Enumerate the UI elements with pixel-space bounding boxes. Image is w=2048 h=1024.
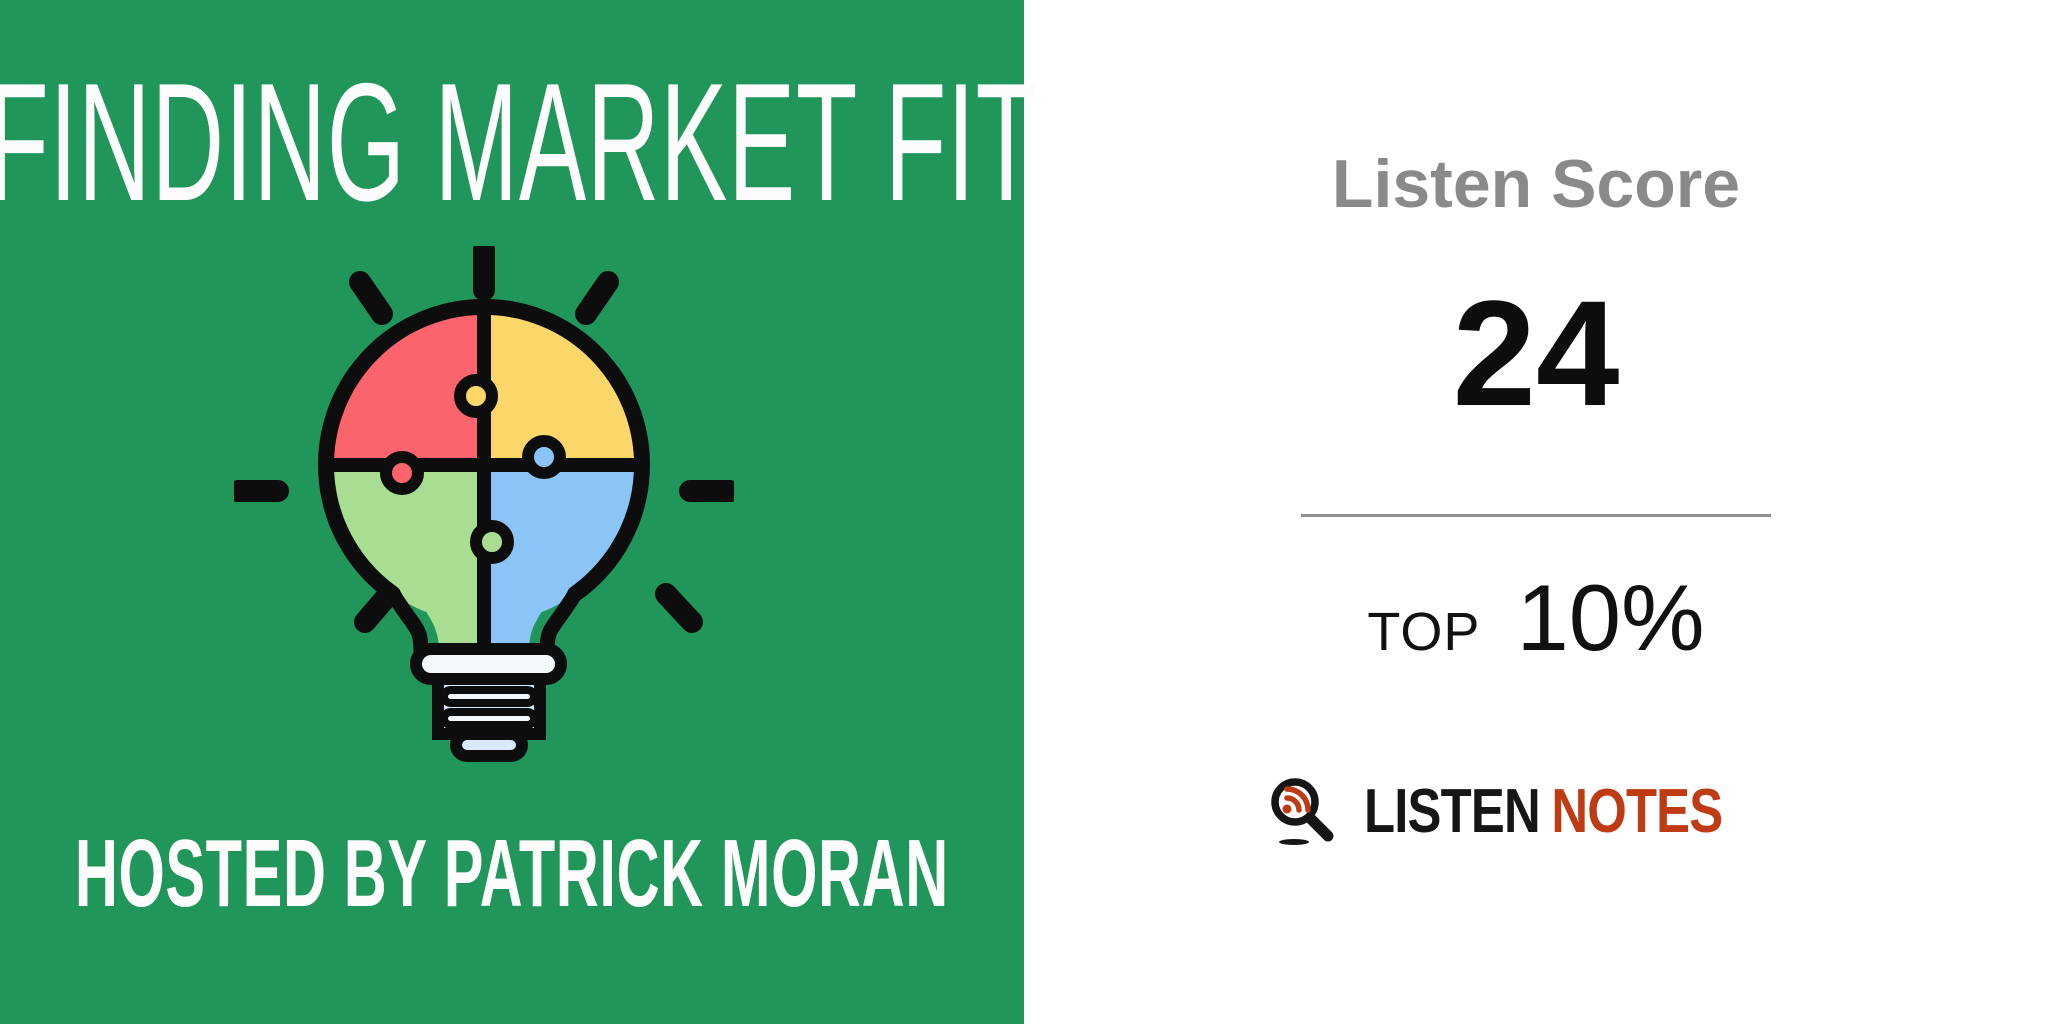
magnifier-rss-icon <box>1270 777 1338 847</box>
lightbulb-puzzle-icon <box>227 239 741 771</box>
listen-notes-logo[interactable]: LISTEN NOTES <box>1270 777 1801 847</box>
top-percent-row: TOP 10% <box>1367 571 1704 665</box>
top-percent-value: 10% <box>1516 565 1705 670</box>
top-label: TOP <box>1367 602 1481 662</box>
podcast-title: FINDING MARKET FIT <box>0 48 1038 236</box>
podcast-host-byline: HOSTED BY PATRICK MORAN <box>74 820 950 927</box>
listen-score-panel: Listen Score 24 TOP 10% LISTEN NOT <box>1024 0 2048 1024</box>
divider <box>1301 514 1771 517</box>
brand-word-listen: LISTEN <box>1364 777 1541 846</box>
listen-score-label: Listen Score <box>1331 146 1741 222</box>
listen-score-value: 24 <box>1452 269 1620 437</box>
podcast-cover: FINDING MARKET FIT <box>0 0 1024 1024</box>
brand-wordmark: LISTEN NOTES <box>1364 781 1723 843</box>
brand-word-notes: NOTES <box>1551 777 1724 846</box>
